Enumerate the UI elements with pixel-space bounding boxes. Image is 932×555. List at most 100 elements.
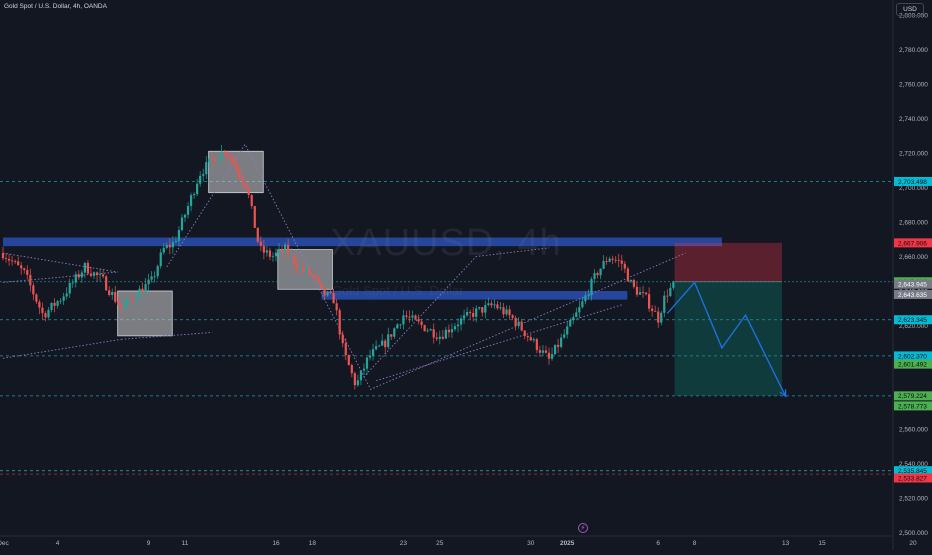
candle-body[interactable] [220, 151, 223, 160]
candle-body[interactable] [405, 315, 408, 317]
candle-body[interactable] [262, 245, 265, 253]
candle-body[interactable] [657, 311, 660, 323]
candle-body[interactable] [353, 373, 356, 386]
candle-body[interactable] [83, 262, 86, 273]
candle-body[interactable] [417, 318, 420, 322]
candle-body[interactable] [520, 321, 523, 331]
candle-body[interactable] [150, 276, 153, 280]
candle-body[interactable] [144, 284, 147, 293]
candle-body[interactable] [557, 344, 560, 347]
price-tag[interactable] [894, 238, 932, 248]
candle-body[interactable] [250, 194, 253, 207]
price-tag[interactable] [894, 351, 932, 361]
candle-body[interactable] [608, 258, 611, 262]
candle-body[interactable] [68, 282, 71, 294]
candle-body[interactable] [387, 334, 390, 348]
candle-body[interactable] [578, 307, 581, 313]
candle-body[interactable] [14, 261, 17, 263]
candle-body[interactable] [77, 274, 80, 278]
candle-body[interactable] [490, 303, 493, 306]
candle-body[interactable] [287, 244, 290, 256]
candle-body[interactable] [569, 319, 572, 327]
candle-body[interactable] [375, 346, 378, 350]
price-tag[interactable] [894, 473, 932, 483]
candle-body[interactable] [553, 344, 557, 355]
candle-body[interactable] [511, 315, 514, 318]
candle-body[interactable] [529, 337, 532, 341]
candle-body[interactable] [411, 315, 414, 318]
candle-body[interactable] [499, 307, 502, 309]
candle-body[interactable] [277, 248, 281, 253]
candle-body[interactable] [244, 183, 247, 189]
candle-body[interactable] [466, 312, 469, 316]
candle-body[interactable] [317, 276, 320, 283]
candle-body[interactable] [17, 261, 20, 266]
candle-body[interactable] [572, 317, 575, 320]
price-tag[interactable] [894, 279, 932, 289]
candle-body[interactable] [550, 354, 554, 359]
candle-body[interactable] [544, 350, 548, 353]
candle-body[interactable] [648, 294, 651, 309]
box-left-low[interactable] [117, 290, 173, 337]
candle-body[interactable] [296, 264, 299, 270]
candle-body[interactable] [132, 298, 135, 300]
candle-body[interactable] [493, 304, 496, 306]
candle-body[interactable] [535, 339, 538, 351]
candle-body[interactable] [481, 307, 484, 313]
pattern-line[interactable] [166, 143, 686, 390]
candle-body[interactable] [602, 260, 605, 269]
candle-body[interactable] [274, 252, 278, 257]
candle-body[interactable] [347, 355, 350, 366]
candle-body[interactable] [323, 288, 326, 296]
candle-body[interactable] [632, 279, 636, 287]
candle-body[interactable] [135, 298, 138, 300]
candle-body[interactable] [381, 340, 384, 346]
candle-body[interactable] [420, 321, 423, 326]
candle-body[interactable] [669, 287, 672, 296]
candle-body[interactable] [159, 252, 162, 267]
candle-body[interactable] [165, 244, 168, 248]
candle-body[interactable] [177, 230, 181, 242]
price-tag[interactable] [894, 176, 932, 186]
candle-body[interactable] [453, 326, 457, 330]
candle-body[interactable] [232, 158, 235, 165]
candle-body[interactable] [50, 302, 53, 310]
candle-body[interactable] [508, 309, 511, 316]
candle-body[interactable] [20, 265, 23, 269]
candle-body[interactable] [238, 170, 241, 178]
candle-body[interactable] [563, 334, 566, 338]
candle-body[interactable] [53, 302, 56, 306]
projection-path[interactable] [666, 281, 787, 397]
candle-body[interactable] [341, 334, 344, 344]
candle-body[interactable] [538, 350, 541, 353]
candle-body[interactable] [259, 241, 262, 246]
candle-body[interactable] [86, 262, 90, 274]
candle-body[interactable] [138, 288, 141, 299]
candle-body[interactable] [186, 206, 190, 215]
candle-body[interactable] [505, 309, 508, 315]
candle-body[interactable] [29, 274, 32, 286]
candle-body[interactable] [265, 250, 268, 253]
candle-body[interactable] [432, 329, 435, 338]
candle-body[interactable] [362, 368, 366, 371]
candle-body[interactable] [526, 335, 529, 338]
candle-body[interactable] [402, 315, 405, 325]
candle-body[interactable] [241, 177, 244, 184]
candle-body[interactable] [26, 269, 29, 275]
candle-body[interactable] [414, 315, 417, 319]
candle-body[interactable] [356, 380, 359, 386]
currency-button[interactable]: USD [896, 3, 924, 16]
candle-body[interactable] [626, 268, 629, 282]
candle-body[interactable] [399, 324, 402, 326]
candle-body[interactable] [429, 329, 432, 331]
price-tag[interactable] [894, 359, 932, 369]
candle-body[interactable] [541, 350, 545, 353]
candle-body[interactable] [635, 286, 639, 295]
candle-body[interactable] [365, 357, 369, 369]
candle-body[interactable] [450, 329, 454, 333]
candle-body[interactable] [247, 188, 250, 195]
candle-body[interactable] [581, 301, 584, 308]
candle-body[interactable] [202, 174, 205, 176]
candle-body[interactable] [44, 313, 47, 318]
candle-body[interactable] [447, 329, 450, 333]
